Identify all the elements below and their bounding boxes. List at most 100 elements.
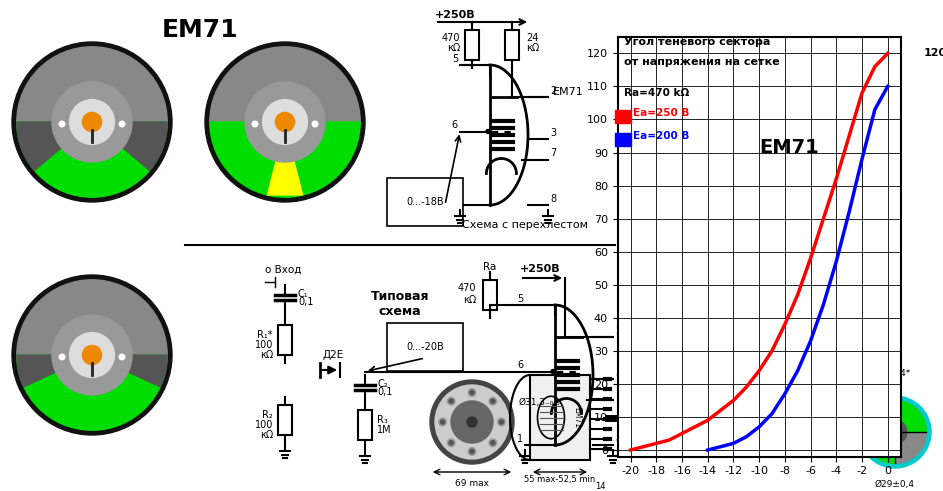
Text: 1: 1 [517, 434, 523, 444]
Text: кΩ: кΩ [259, 350, 273, 360]
Wedge shape [17, 47, 167, 122]
Circle shape [205, 42, 365, 202]
Circle shape [12, 275, 172, 435]
Text: от напряжения на сетке: от напряжения на сетке [624, 56, 780, 67]
Text: Схема с перехлестом: Схема с перехлестом [462, 220, 588, 230]
Text: Ea=200 B: Ea=200 B [633, 131, 689, 141]
Text: EM71: EM71 [161, 18, 239, 42]
Text: C₂: C₂ [377, 379, 388, 389]
Circle shape [490, 399, 495, 403]
Circle shape [864, 401, 926, 464]
Circle shape [52, 315, 132, 395]
Circle shape [470, 449, 474, 454]
Circle shape [469, 389, 476, 396]
Circle shape [438, 418, 446, 426]
Text: 470: 470 [457, 283, 476, 293]
Circle shape [12, 42, 172, 202]
Text: +250B: +250B [435, 10, 475, 20]
Text: 2: 2 [550, 85, 556, 96]
Text: 8: 8 [550, 194, 556, 204]
Text: 5: 5 [517, 294, 523, 304]
Text: кΩ: кΩ [259, 430, 273, 440]
Circle shape [447, 439, 455, 447]
Text: Угол теневого сектора: Угол теневого сектора [624, 37, 770, 47]
Text: 8: 8 [615, 434, 621, 444]
Text: 1: 1 [452, 194, 458, 204]
Text: кΩ: кΩ [463, 295, 476, 305]
Circle shape [551, 370, 555, 374]
Text: R₂: R₂ [262, 410, 273, 420]
Text: R₃: R₃ [377, 415, 388, 425]
Bar [278, 405, 292, 435]
Text: Ø31,3₋₀,₅: Ø31,3₋₀,₅ [519, 398, 561, 407]
Text: 7: 7 [550, 148, 556, 159]
Text: 120°: 120° [923, 48, 943, 58]
Wedge shape [17, 122, 167, 197]
Wedge shape [895, 401, 926, 432]
Wedge shape [864, 432, 895, 464]
Circle shape [489, 397, 497, 405]
Text: кΩ: кΩ [526, 43, 539, 53]
Circle shape [82, 112, 102, 132]
Text: 1M: 1M [377, 425, 391, 435]
Text: Ea=250 B: Ea=250 B [633, 108, 689, 118]
Circle shape [498, 418, 505, 426]
Wedge shape [17, 122, 92, 170]
Circle shape [447, 397, 455, 405]
Text: 55 max-52,5 min: 55 max-52,5 min [524, 475, 596, 484]
Circle shape [449, 399, 454, 403]
Circle shape [430, 380, 514, 464]
Circle shape [312, 121, 318, 127]
Wedge shape [17, 355, 92, 387]
Text: EM71: EM71 [759, 137, 819, 157]
Text: 6: 6 [452, 120, 458, 131]
Circle shape [70, 332, 114, 378]
Bar [483, 280, 497, 310]
Circle shape [52, 82, 132, 162]
Bar [615, 109, 631, 123]
Circle shape [489, 439, 497, 447]
Text: o Вход: o Вход [265, 265, 302, 275]
Circle shape [469, 448, 476, 455]
Text: 24: 24 [526, 33, 538, 43]
Circle shape [245, 82, 325, 162]
Circle shape [119, 354, 124, 360]
Circle shape [440, 420, 445, 424]
Text: 14
max: 14 max [591, 482, 609, 491]
Text: Ra: Ra [484, 262, 497, 272]
Text: EM71: EM71 [572, 407, 581, 428]
Text: 0...-20B: 0...-20B [406, 342, 444, 352]
Text: 0,1: 0,1 [298, 297, 313, 307]
Wedge shape [17, 280, 167, 355]
Text: 3: 3 [615, 367, 621, 378]
Text: R₁*: R₁* [257, 330, 273, 340]
Text: +250B: +250B [520, 264, 561, 274]
Circle shape [252, 121, 257, 127]
Circle shape [490, 441, 495, 445]
Text: 100: 100 [255, 420, 273, 430]
Wedge shape [92, 122, 167, 170]
Circle shape [499, 420, 504, 424]
Text: 100: 100 [255, 340, 273, 350]
Circle shape [467, 417, 477, 427]
Wedge shape [209, 47, 360, 122]
Text: 0,1: 0,1 [377, 387, 392, 397]
Circle shape [884, 420, 907, 444]
Circle shape [470, 390, 474, 395]
Circle shape [275, 112, 294, 132]
Bar [615, 133, 631, 146]
Text: Ø25,4*: Ø25,4* [880, 369, 911, 378]
Bar [505, 30, 519, 60]
Text: 2: 2 [615, 326, 621, 335]
Circle shape [70, 100, 114, 144]
Circle shape [59, 121, 65, 127]
Circle shape [449, 441, 454, 445]
Text: 470: 470 [441, 33, 460, 43]
Bar [358, 410, 372, 440]
Circle shape [859, 396, 931, 468]
Text: кΩ: кΩ [447, 43, 460, 53]
Polygon shape [268, 142, 303, 195]
Text: C₁: C₁ [298, 289, 308, 299]
Text: Типовая
схема: Типовая схема [371, 290, 429, 318]
Text: 7: 7 [615, 388, 621, 399]
